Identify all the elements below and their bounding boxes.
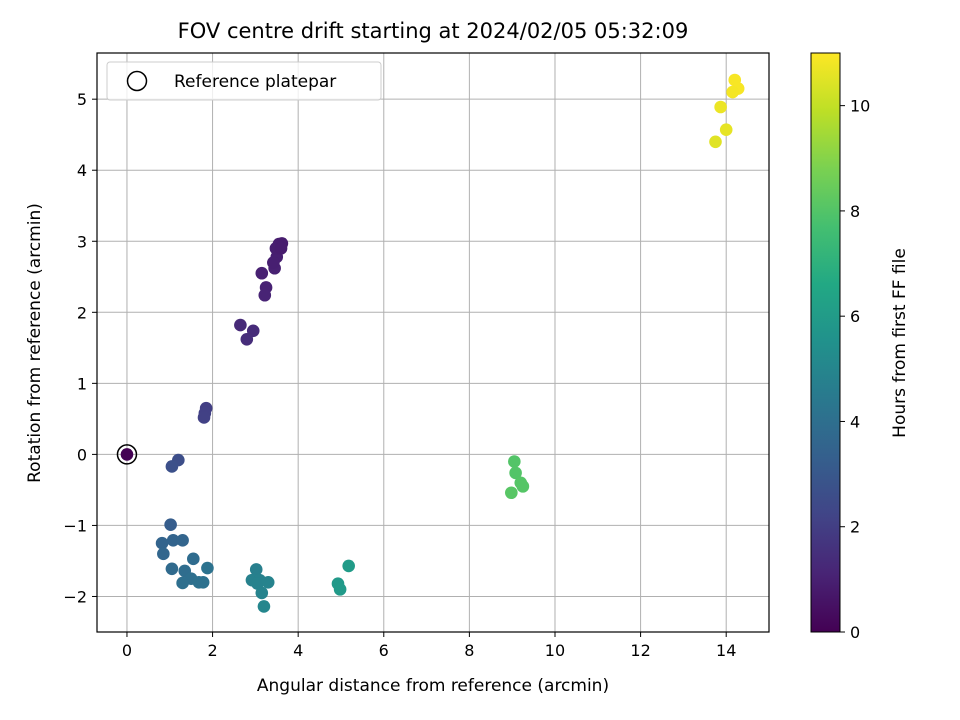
x-tick-label: 4 [293,641,303,660]
data-point [155,536,169,550]
data-point [165,460,179,473]
data-point [726,85,739,99]
data-point [509,466,522,480]
colorbar-tick-label: 10 [850,97,870,116]
colorbar-gradient [810,52,841,633]
colorbar-ticks: 0 2 4 6 8 10 [840,97,870,642]
y-tick-label: 1 [77,374,87,393]
data-point [516,480,530,493]
x-tick-label: 8 [464,641,474,660]
data-point [201,561,214,575]
data-point [342,559,355,573]
data-point [508,455,521,468]
plot-area-background [97,53,769,632]
data-point [714,100,727,114]
grid-lines [97,53,769,632]
legend-marker-icon [126,70,148,92]
y-tick-label: −2 [63,587,87,606]
legend-box [106,61,382,101]
data-point [176,534,189,547]
colorbar-tick-label: 6 [850,307,860,326]
data-point [164,518,177,532]
reference-point [116,444,138,465]
y-axis-ticks: −2 −1 0 1 2 3 4 5 [63,90,97,606]
data-point [197,411,211,424]
y-tick-label: 5 [77,90,87,109]
colorbar-tick-label: 8 [850,202,860,221]
legend: Reference platepar [106,61,382,101]
data-points [120,73,745,613]
x-tick-label: 14 [716,641,736,660]
data-point [176,576,189,590]
data-point [255,266,269,280]
data-point [249,563,263,576]
data-point [258,288,272,302]
colorbar-tick-label: 0 [850,623,860,642]
data-point [166,534,180,547]
reference-marker [116,444,138,465]
data-point [187,552,200,566]
y-tick-label: 3 [77,232,87,251]
colorbar-tick-label: 4 [850,412,860,431]
data-point [709,135,722,149]
x-tick-label: 6 [379,641,389,660]
data-point [165,562,179,576]
data-point [257,600,271,613]
x-tick-label: 2 [207,641,217,660]
legend-entry-label: Reference platepar [174,72,336,92]
x-tick-label: 12 [630,641,650,660]
chart-title: FOV centre drift starting at 2024/02/05 … [178,19,689,43]
y-tick-label: 4 [77,161,87,180]
y-tick-label: 2 [77,303,87,322]
data-point [274,242,288,255]
data-point [261,575,275,589]
data-point [240,333,254,346]
data-point [255,586,269,600]
plot-area-frame [96,52,770,633]
data-point [120,448,134,461]
x-axis-label: Angular distance from reference (arcmin) [257,676,609,696]
x-tick-label: 10 [545,641,565,660]
colorbar: 0 2 4 6 8 10 Hours from first FF file [810,52,910,642]
data-point [157,547,170,561]
y-tick-label: −1 [63,516,87,535]
colorbar-tick-label: 2 [850,518,860,537]
y-axis-label: Rotation from reference (arcmin) [25,203,45,483]
y-tick-label: 0 [77,445,87,464]
data-point [267,256,280,269]
data-point [234,318,247,332]
data-point [196,575,210,589]
x-tick-label: 0 [122,641,132,660]
data-point [719,123,733,137]
colorbar-label: Hours from first FF file [890,248,910,438]
x-axis-ticks: 0 2 4 6 8 10 12 14 [122,632,736,660]
data-point [505,486,518,500]
data-point [333,583,347,596]
